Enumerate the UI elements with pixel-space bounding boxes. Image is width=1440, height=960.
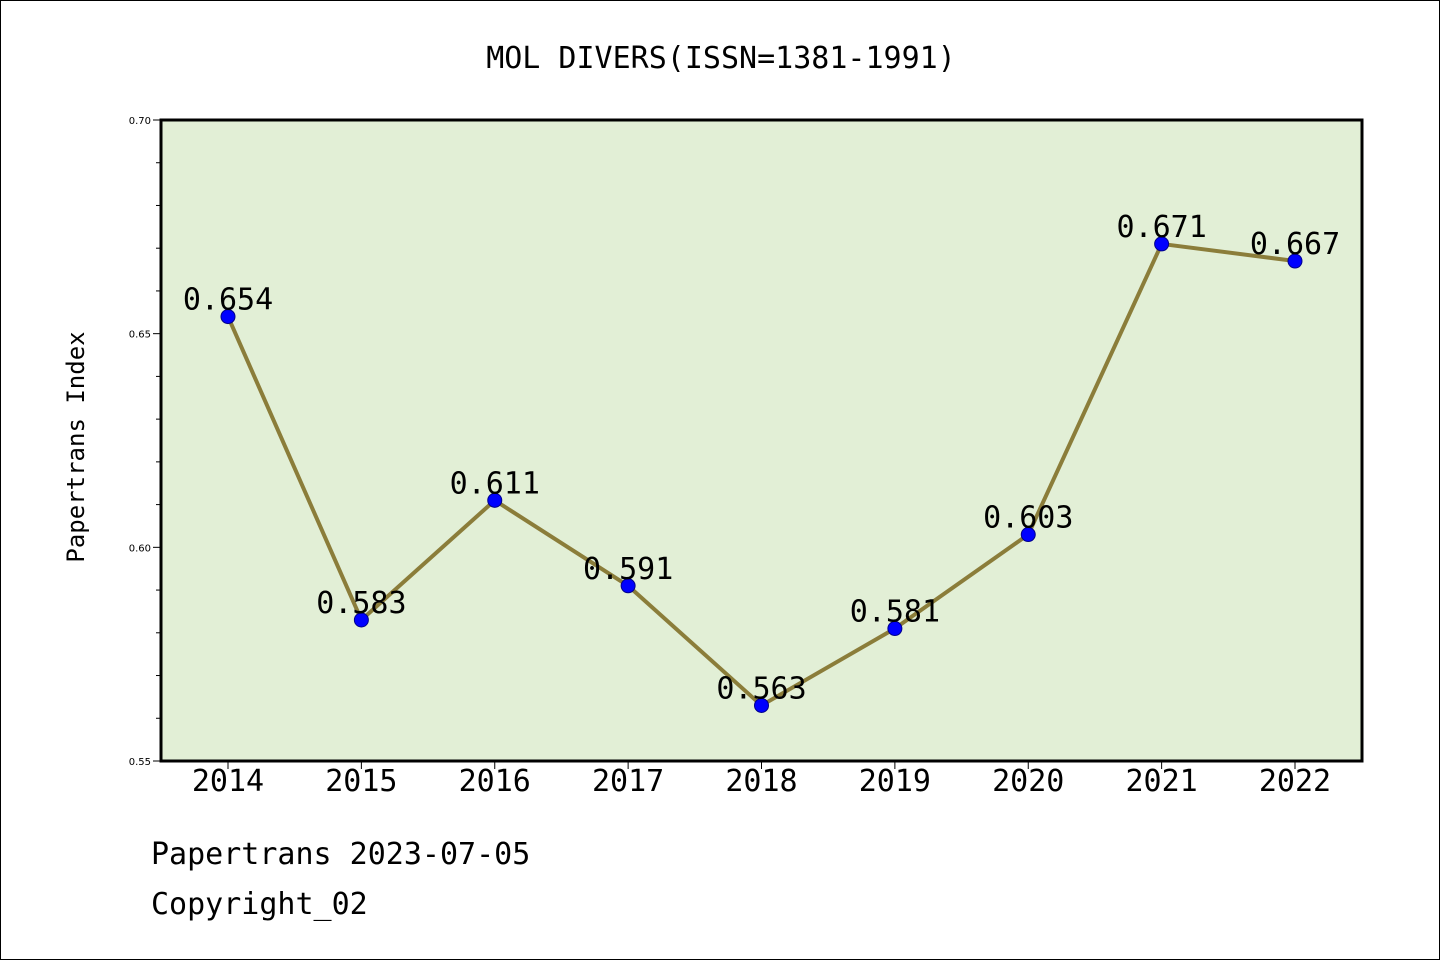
y-tick-label: 0.70 [129,116,151,127]
plot-area [159,118,1364,763]
x-axis: 2014 2015 2016 2017 2018 2019 2020 2021 2022 [192,761,1331,799]
data-label: 0.591 [583,552,673,587]
x-tick-label: 2018 [725,764,797,799]
x-tick-label: 2021 [1126,764,1198,799]
y-tick-label: 0.65 [129,330,151,341]
data-label: 0.581 [850,595,940,630]
data-point [1287,253,1303,269]
x-tick-label: 2019 [859,764,931,799]
data-point [1154,236,1170,252]
data-labels: 0.654 0.583 0.611 0.591 0.563 0.581 0.603 0.671… [183,210,1340,707]
data-label: 0.603 [983,501,1073,536]
y-axis: 0.55 0.60 0.65 0.70 [129,116,161,768]
data-point [887,621,903,637]
data-point [754,697,769,713]
y-axis-label: Papertrans Index [62,331,90,562]
data-label: 0.583 [316,586,406,621]
data-point [620,578,636,594]
x-tick-label: 2020 [992,764,1064,799]
x-tick-label: 2017 [592,764,664,799]
x-tick-label: 2022 [1259,764,1331,799]
data-point [353,612,369,628]
data-label: 0.654 [183,283,273,318]
y-tick-label: 0.55 [129,757,151,768]
x-tick-label: 2016 [459,764,531,799]
chart-title: MOL DIVERS(ISSN=1381-1991) [486,41,956,76]
data-label: 0.563 [716,671,806,706]
data-label: 0.611 [450,466,540,501]
x-tick-label: 2014 [192,764,264,799]
y-tick-label: 0.60 [129,543,151,554]
data-point [1020,527,1036,543]
footer-copyright: Copyright_02 [151,887,368,922]
footer-date: Papertrans 2023-07-05 [151,837,531,872]
data-point [220,309,236,325]
data-label: 0.671 [1116,210,1206,245]
data-point [487,492,503,508]
data-label: 0.667 [1250,227,1340,262]
x-tick-label: 2015 [325,764,397,799]
data-markers [220,236,1303,713]
